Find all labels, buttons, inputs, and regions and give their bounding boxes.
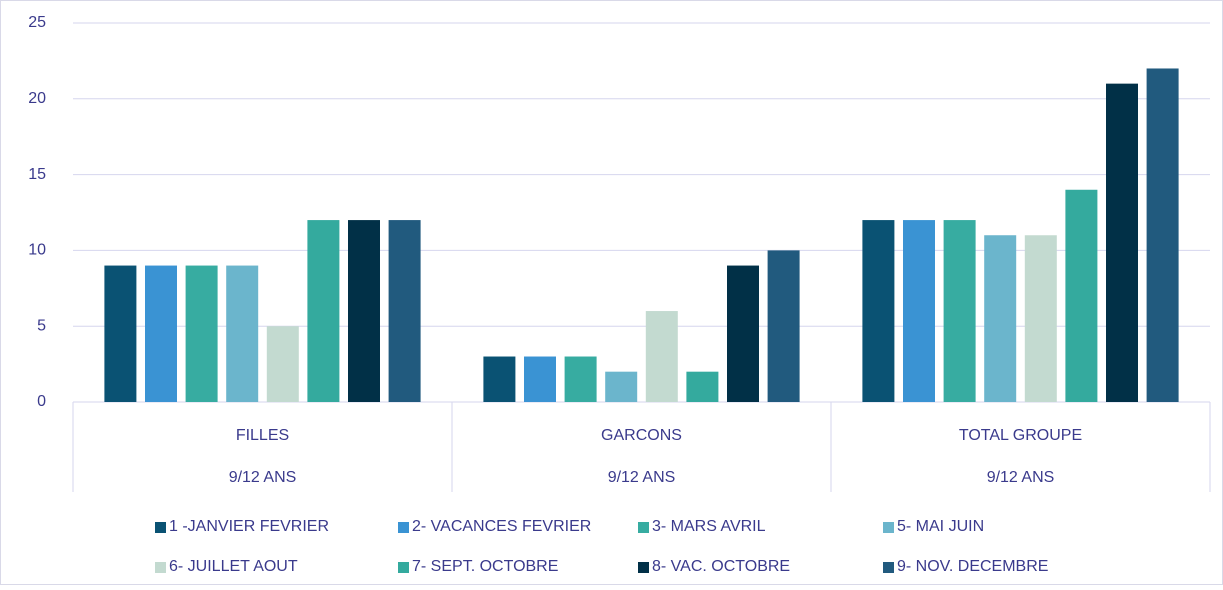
bar [943, 220, 976, 402]
bar [524, 356, 556, 402]
bar [1106, 83, 1138, 402]
legend-swatch [638, 562, 649, 573]
bar [388, 220, 421, 402]
bar [1146, 68, 1179, 402]
bar [348, 220, 380, 402]
legend-label: 7- SEPT. OCTOBRE [412, 558, 558, 575]
bar [185, 265, 218, 402]
bar [727, 265, 759, 402]
bar [767, 250, 800, 402]
bar [226, 265, 259, 402]
legend-swatch [155, 562, 166, 573]
legend-swatch [883, 562, 894, 573]
bar [266, 326, 299, 402]
legend-label: 5- MAI JUIN [897, 518, 984, 535]
bar [483, 356, 516, 402]
x-tick-label: GARCONS [601, 427, 682, 444]
y-tick-label: 20 [28, 90, 46, 107]
bar [686, 371, 719, 402]
y-tick-label: 5 [37, 317, 46, 334]
x-subcategory-label: 9/12 ANS [608, 469, 676, 486]
legend-label: 3- MARS AVRIL [652, 518, 766, 535]
y-tick-label: 15 [28, 166, 46, 183]
y-tick-label: 10 [28, 242, 46, 259]
legend-label: 2- VACANCES FEVRIER [412, 518, 591, 535]
bar [1024, 235, 1057, 402]
bar [104, 265, 137, 402]
bar [984, 235, 1017, 402]
legend-label: 8- VAC. OCTOBRE [652, 558, 790, 575]
legend-swatch [638, 522, 649, 533]
legend-swatch [398, 522, 409, 533]
bar [645, 311, 678, 402]
y-tick-label: 0 [37, 393, 46, 410]
x-tick-label: FILLES [236, 427, 289, 444]
bar [145, 265, 177, 402]
legend-swatch [883, 522, 894, 533]
legend-label: 1 -JANVIER FEVRIER [169, 518, 329, 535]
x-subcategory-label: 9/12 ANS [987, 469, 1055, 486]
legend-label: 6- JUILLET AOUT [169, 558, 298, 575]
x-tick-label: TOTAL GROUPE [959, 427, 1082, 444]
bar [307, 220, 340, 402]
bar [605, 371, 638, 402]
legend-swatch [155, 522, 166, 533]
x-subcategory-label: 9/12 ANS [229, 469, 297, 486]
bar [903, 220, 935, 402]
bar [564, 356, 597, 402]
bar [1065, 189, 1098, 402]
legend-swatch [398, 562, 409, 573]
legend-label: 9- NOV. DECEMBRE [897, 558, 1048, 575]
bar [862, 220, 895, 402]
y-tick-label: 25 [28, 14, 46, 31]
